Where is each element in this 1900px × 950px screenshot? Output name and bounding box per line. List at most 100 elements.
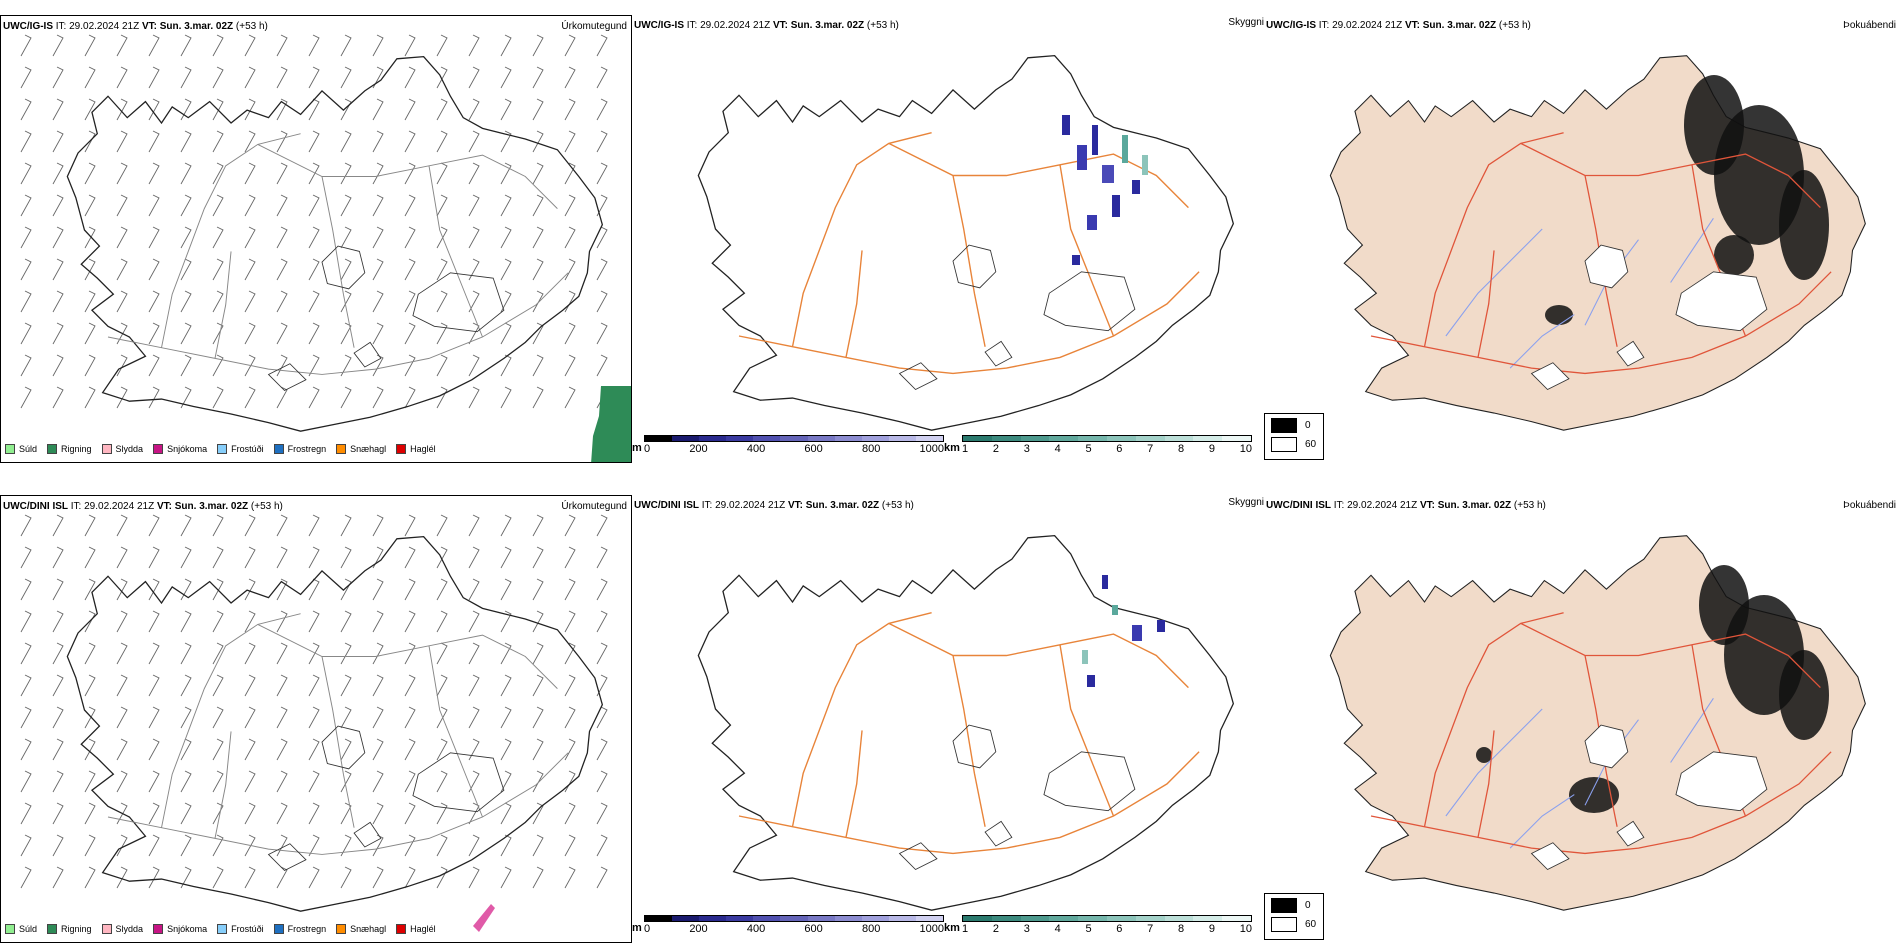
wind-barb	[148, 706, 160, 729]
colorbar-segment	[780, 436, 808, 441]
panel-header: UWC/DINI ISL IT: 29.02.2024 21Z VT: Sun.…	[634, 500, 914, 511]
wind-barb	[244, 578, 256, 601]
legend-label: Frostregn	[287, 924, 327, 934]
wind-barb	[532, 194, 544, 217]
wind-barb	[308, 98, 320, 121]
wind-barb	[180, 578, 192, 601]
wind-barb	[564, 322, 576, 345]
roads-layer	[738, 612, 1200, 855]
wind-barb	[596, 674, 608, 697]
wind-barb	[596, 706, 608, 729]
wind-barb	[340, 834, 352, 857]
legend-item: Haglél	[396, 924, 436, 934]
legend-item: Slydda	[101, 444, 143, 454]
wind-barb	[116, 194, 128, 217]
wind-barb	[532, 610, 544, 633]
colorbar-tick: 9	[1208, 923, 1215, 935]
wind-barb	[532, 834, 544, 857]
legend-swatch	[336, 924, 347, 934]
wind-barb	[180, 546, 192, 569]
fog-blob	[1779, 170, 1829, 280]
visibility-colorbar: km 1 2 3 4 5 6 7 8 9 10	[944, 915, 1252, 935]
colorbar-tick: 1000	[919, 923, 944, 935]
visibility-map	[697, 534, 1235, 911]
wind-barb	[20, 290, 32, 313]
wind-barb	[52, 226, 64, 249]
wind-barb	[308, 770, 320, 793]
wind-barb	[436, 546, 448, 569]
wind-barb	[404, 866, 416, 889]
wind-barb	[532, 386, 544, 409]
wind-barb	[84, 98, 96, 121]
colorbar-segment	[915, 916, 944, 921]
wind-barb	[244, 130, 256, 153]
fog-legend: 0 60	[1264, 413, 1324, 460]
wind-barb	[212, 66, 224, 89]
panel-header: UWC/DINI ISL IT: 29.02.2024 21Z VT: Sun.…	[1266, 500, 1546, 511]
wind-barb	[116, 66, 128, 89]
wind-barb	[180, 258, 192, 281]
wind-barb	[84, 866, 96, 889]
colorbar-tick: 2	[992, 443, 999, 455]
wind-barb	[404, 706, 416, 729]
wind-barb	[52, 162, 64, 185]
legend-item: Frostregn	[273, 924, 327, 934]
wind-barb	[212, 226, 224, 249]
colorbar-segment	[1106, 436, 1136, 441]
colorbar-tick: 8	[1178, 923, 1185, 935]
wind-barb	[116, 578, 128, 601]
wind-barb	[244, 802, 256, 825]
colorbar-segment	[1020, 916, 1050, 921]
iceland-outline	[697, 54, 1235, 431]
colorbar-segment	[699, 436, 727, 441]
wind-barb	[372, 802, 384, 825]
fog-blob	[1779, 650, 1829, 740]
wind-barb	[148, 98, 160, 121]
wind-barb	[532, 738, 544, 761]
legend-item: Súld	[5, 444, 37, 454]
wind-barb	[596, 610, 608, 633]
wind-barb	[276, 514, 288, 537]
wind-barb	[468, 706, 480, 729]
visibility-colorbar: km 1 2 3 4 5 6 7 8 9 10	[944, 435, 1252, 455]
precip-type-panel-row1: UWC/IG-IS IT: 29.02.2024 21Z VT: Sun. 3.…	[0, 15, 632, 463]
wind-barb	[52, 610, 64, 633]
wind-barb	[20, 354, 32, 377]
colorbar-tick: 10	[1239, 443, 1252, 455]
wind-barb	[180, 706, 192, 729]
wind-barb	[596, 322, 608, 345]
colorbar-tick: 4	[1054, 923, 1061, 935]
wind-barb	[52, 802, 64, 825]
wind-barb	[564, 354, 576, 377]
rain-area	[591, 386, 631, 462]
wind-barb	[436, 866, 448, 889]
wind-barb	[500, 130, 512, 153]
wind-barb	[308, 610, 320, 633]
wind-barb	[340, 290, 352, 313]
wind-barb	[276, 674, 288, 697]
wind-barb	[564, 130, 576, 153]
wind-barb	[212, 162, 224, 185]
wind-barb	[532, 802, 544, 825]
legend-label: Frostúði	[231, 444, 264, 454]
wind-barb	[212, 514, 224, 537]
colorbar-segment	[1106, 916, 1136, 921]
wind-barb	[276, 866, 288, 889]
iceland-outline	[66, 535, 604, 912]
wind-barb	[468, 98, 480, 121]
wind-barb	[148, 866, 160, 889]
wind-barb	[468, 802, 480, 825]
wind-barb	[532, 866, 544, 889]
wind-barb	[84, 546, 96, 569]
wind-barb	[468, 258, 480, 281]
wind-barb	[276, 610, 288, 633]
wind-barb	[148, 642, 160, 665]
wind-barb	[436, 130, 448, 153]
fog-blob	[1476, 747, 1492, 763]
wind-barb	[84, 738, 96, 761]
wind-barbs	[20, 514, 608, 889]
wind-barb	[308, 194, 320, 217]
wind-barb	[468, 354, 480, 377]
low-visibility-areas	[1082, 575, 1165, 687]
wind-barb	[564, 578, 576, 601]
